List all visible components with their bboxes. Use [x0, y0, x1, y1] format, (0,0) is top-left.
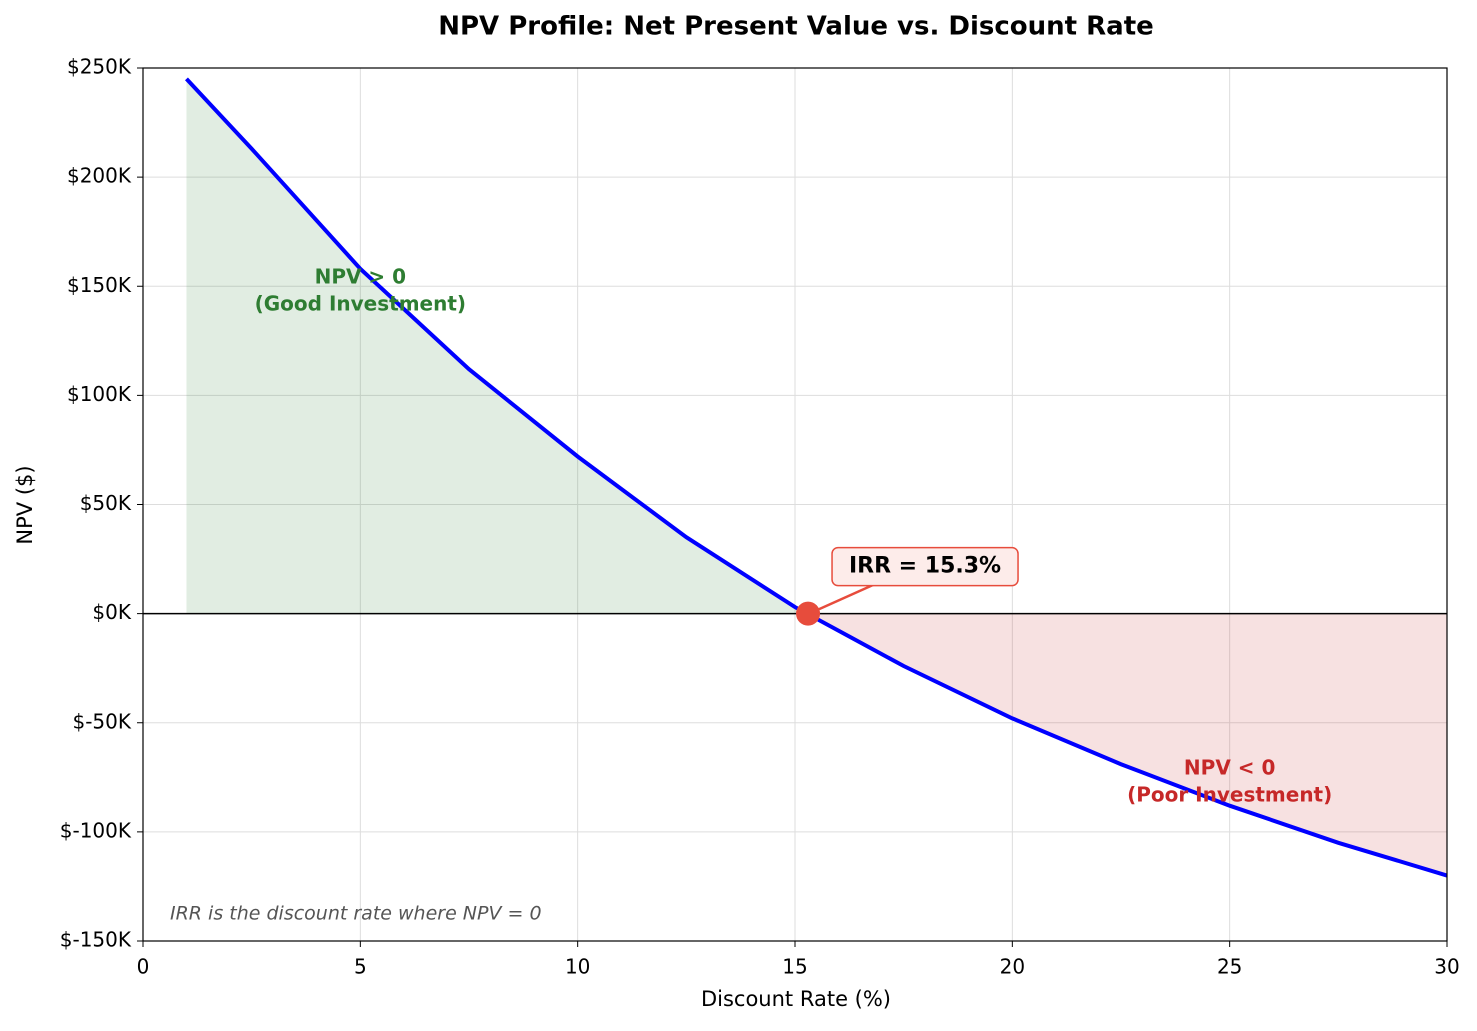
y-tick-label: $250K: [67, 55, 132, 79]
annotation: NPV < 0: [1184, 755, 1275, 779]
y-tick-label: $-50K: [72, 709, 131, 733]
positive-area: [186, 78, 1447, 614]
irr-box: [831, 546, 1019, 587]
x-tick-label: 15: [782, 955, 807, 979]
footnote: IRR is the discount rate where NPV = 0: [170, 903, 542, 925]
x-tick-label: 30: [1434, 955, 1459, 979]
y-tick-label: $100K: [67, 382, 132, 406]
y-tick-label: $0K: [92, 600, 131, 624]
annotation: (Good Investment): [255, 291, 466, 315]
y-axis-label: NPV ($): [13, 465, 37, 544]
x-tick-label: 25: [1217, 955, 1242, 979]
annotation: NPV > 0: [315, 264, 406, 288]
irr-arrow: [817, 582, 877, 611]
chart-title: NPV Profile: Net Present Value vs. Disco…: [438, 12, 1154, 42]
x-tick-label: 20: [1000, 955, 1025, 979]
y-tick-label: $50K: [80, 491, 132, 515]
irr-point: [796, 601, 821, 626]
x-axis-label: Discount Rate (%): [701, 987, 891, 1011]
x-tick-label: 0: [137, 955, 150, 979]
plot-frame: [142, 67, 1448, 942]
x-tick-label: 5: [354, 955, 367, 979]
y-tick-label: $-150K: [60, 928, 132, 952]
y-tick-label: $150K: [67, 273, 132, 297]
y-tick-label: $200K: [67, 164, 132, 188]
npv-line: [185, 77, 1448, 878]
y-tick-label: $-100K: [60, 818, 132, 842]
annotation: (Poor Investment): [1127, 782, 1332, 806]
negative-area: [186, 613, 1447, 876]
irr-label: IRR = 15.3%: [849, 554, 1001, 579]
x-tick-label: 10: [565, 955, 590, 979]
